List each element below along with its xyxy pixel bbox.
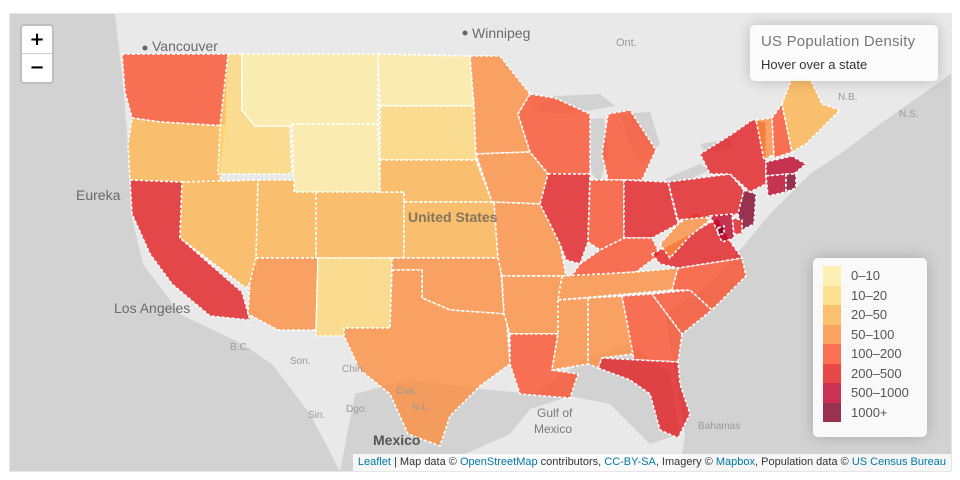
state-ct[interactable] — [765, 173, 787, 197]
legend-label: 1000+ — [851, 404, 888, 420]
legend-row: 500–1000 — [823, 383, 917, 403]
state-pa[interactable] — [666, 173, 745, 221]
state-dc[interactable] — [717, 224, 725, 235]
legend-row: 1000+ — [823, 402, 917, 422]
label-gulf-line1: Gulf of — [537, 406, 573, 420]
legend-swatch — [823, 324, 841, 344]
legend-label: 20–50 — [851, 307, 888, 322]
attribution-text-4: , Population data © — [755, 456, 852, 468]
label-ont: Ont. — [616, 37, 637, 49]
states-layer[interactable] — [121, 53, 842, 448]
legend-label: 500–1000 — [851, 385, 909, 400]
zoom-control: + − — [20, 24, 54, 84]
label-sin: Sin. — [308, 410, 325, 421]
lake-michigan — [588, 118, 608, 182]
label-bc: B.C. — [230, 342, 249, 353]
state-ny[interactable] — [698, 119, 767, 193]
state-ne[interactable] — [379, 159, 494, 203]
pacific-ocean — [10, 14, 340, 471]
legend-row: 100–200 — [823, 344, 917, 364]
legend-label: 0–10 — [851, 268, 880, 283]
state-ut[interactable] — [255, 179, 319, 259]
attribution-text-1: | Map data © — [390, 456, 460, 468]
legend-label: 10–20 — [851, 287, 888, 303]
attribution-license-link[interactable]: CC-BY-SA — [604, 456, 656, 468]
city-dot-vancouver — [142, 45, 148, 51]
legend-swatch — [823, 402, 841, 422]
label-chih: Chih. — [342, 364, 365, 375]
label-nl: N.L. — [412, 402, 430, 413]
legend-swatch — [823, 383, 841, 403]
legend-row: 20–50 — [823, 305, 917, 325]
legend-row: 50–100 — [823, 324, 917, 344]
state-la[interactable] — [509, 333, 580, 399]
label-gulf-line2: Mexico — [534, 422, 572, 436]
state-mi[interactable] — [601, 109, 657, 181]
state-nv[interactable] — [179, 179, 259, 290]
attribution-leaflet-link[interactable]: Leaflet — [357, 456, 391, 468]
label-los-angeles: Los Angeles — [114, 300, 190, 316]
legend-swatch — [823, 363, 841, 383]
legend-row: 200–500 — [823, 363, 917, 383]
info-title: US Population Density — [761, 33, 916, 50]
label-coa: Coa. — [396, 386, 417, 397]
state-ma[interactable] — [765, 155, 808, 177]
label-mexico: Mexico — [373, 432, 420, 448]
attribution-text-3: , Imagery © — [655, 456, 716, 468]
state-co[interactable] — [315, 191, 405, 259]
legend-label: 200–500 — [851, 365, 902, 381]
legend-label: 50–100 — [851, 326, 895, 342]
state-mt[interactable] — [241, 53, 379, 127]
state-fl[interactable] — [596, 357, 691, 440]
state-or[interactable] — [127, 117, 227, 185]
label-dgo: Dgo. — [346, 404, 367, 415]
legend-swatch — [823, 305, 841, 325]
state-nd[interactable] — [377, 53, 475, 107]
state-ga[interactable] — [621, 293, 683, 363]
attribution-mapbox-link[interactable]: Mapbox — [715, 456, 756, 468]
attribution-census-link[interactable]: US Census Bureau — [851, 456, 946, 468]
attribution-text-2: contributors, — [537, 456, 605, 468]
state-ar[interactable] — [501, 275, 563, 335]
state-sd[interactable] — [379, 105, 477, 161]
map-canvas[interactable]: Vancouver Winnipeg Ont. Eureka Los Angel… — [10, 14, 951, 471]
state-tx[interactable] — [343, 269, 511, 448]
legend-row: 10–20 — [823, 285, 917, 305]
legend-label: 100–200 — [851, 346, 902, 361]
info-hint: Hover over a state — [761, 57, 868, 72]
label-ns: N.S. — [899, 109, 918, 120]
label-son: Son. — [290, 356, 311, 367]
label-winnipeg: Winnipeg — [472, 25, 530, 41]
state-ms[interactable] — [551, 297, 589, 371]
label-united-states: United States — [408, 209, 498, 225]
zoom-out-button[interactable]: − — [22, 54, 52, 82]
label-eureka: Eureka — [76, 187, 121, 203]
attribution-osm-link[interactable]: OpenStreetMap — [459, 456, 538, 468]
legend-swatch — [823, 285, 841, 305]
state-az[interactable] — [247, 257, 319, 331]
city-dot-winnipeg — [462, 30, 468, 36]
info-panel: US Population Density Hover over a state — [750, 25, 938, 81]
attribution-bar: Leaflet | Map data © OpenStreetMap contr… — [352, 454, 951, 471]
state-in[interactable] — [587, 179, 625, 251]
state-wi[interactable] — [517, 93, 591, 177]
legend-swatch — [823, 344, 841, 364]
state-wy[interactable] — [291, 123, 381, 193]
label-bahamas: Bahamas — [698, 421, 740, 432]
state-wa[interactable] — [121, 53, 229, 127]
state-il[interactable] — [539, 173, 591, 265]
label-vancouver: Vancouver — [152, 38, 218, 54]
legend: 0–10 10–20 20–50 50–100 100–200 200–500 500–10… — [813, 258, 927, 437]
state-wv[interactable] — [658, 211, 712, 260]
state-oh[interactable] — [623, 179, 679, 239]
legend-row: 0–10 — [823, 266, 917, 286]
map-container[interactable]: Vancouver Winnipeg Ont. Eureka Los Angel… — [9, 13, 952, 472]
legend-swatch — [823, 266, 841, 286]
state-ri[interactable] — [785, 173, 797, 194]
label-nb: N.B. — [838, 92, 857, 103]
lake-erie — [665, 164, 710, 186]
state-nm[interactable] — [315, 257, 393, 337]
zoom-in-button[interactable]: + — [22, 26, 52, 54]
